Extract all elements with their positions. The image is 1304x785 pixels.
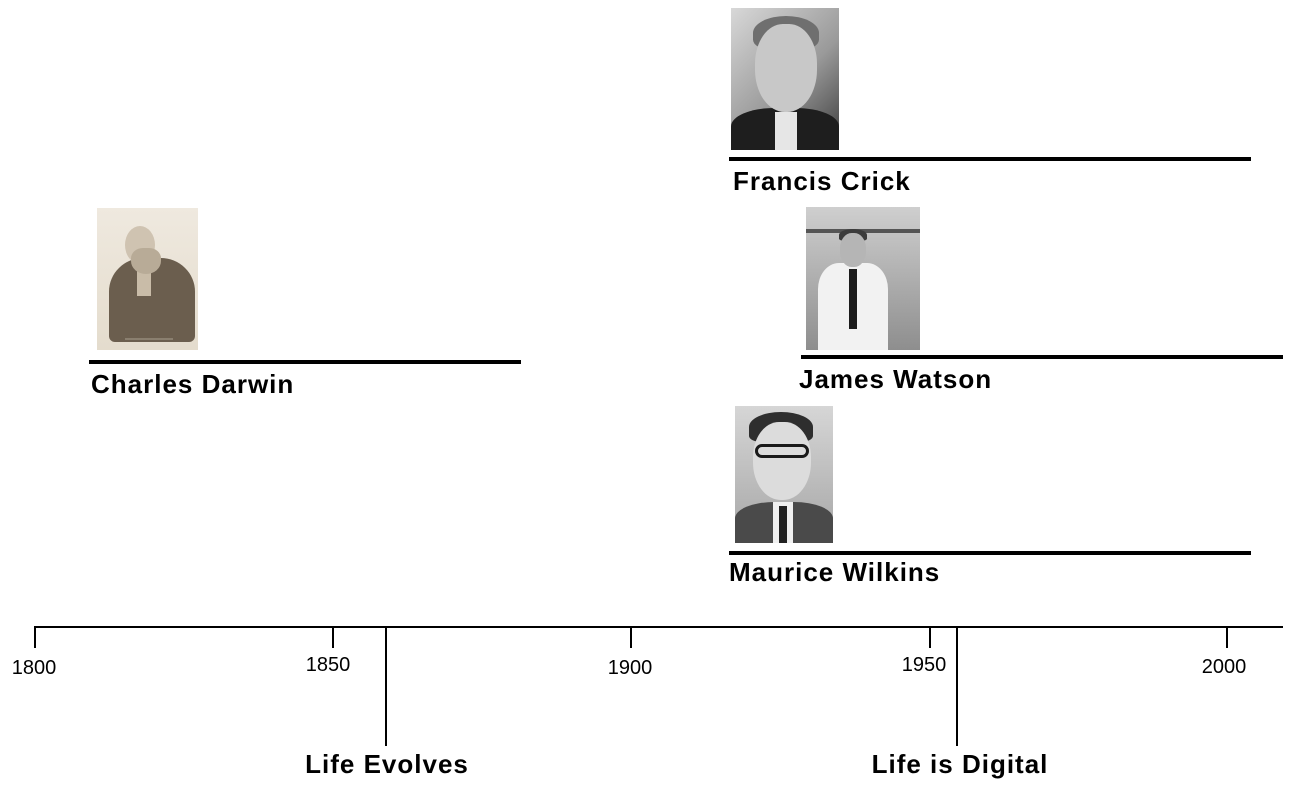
name-label-darwin: Charles Darwin xyxy=(91,369,295,399)
event-label-life-is-digital: Life is Digital xyxy=(871,749,1049,779)
axis-tick-label-2000: 2000 xyxy=(1201,656,1247,678)
axis-tick-1950 xyxy=(929,626,931,648)
darwin-portrait xyxy=(97,208,198,350)
lifespan-bar-crick xyxy=(729,157,1251,161)
event-marker-life-evolves xyxy=(385,626,387,746)
lifespan-bar-watson xyxy=(801,355,1283,359)
axis-tick-label-1900: 1900 xyxy=(607,657,653,679)
name-label-wilkins: Maurice Wilkins xyxy=(729,557,941,587)
name-label-watson: James Watson xyxy=(799,364,993,394)
event-label-life-evolves: Life Evolves xyxy=(305,749,469,779)
lifespan-bar-darwin xyxy=(89,360,521,364)
axis-tick-label-1950: 1950 xyxy=(901,654,947,676)
axis-tick-1800 xyxy=(34,626,36,648)
watson-portrait xyxy=(806,207,920,350)
crick-portrait xyxy=(731,8,839,150)
axis-tick-2000 xyxy=(1226,626,1228,648)
axis-tick-label-1800: 1800 xyxy=(11,657,57,679)
axis-tick-1900 xyxy=(630,626,632,648)
timeline-axis xyxy=(34,626,1283,628)
event-marker-life-is-digital xyxy=(956,626,958,746)
axis-tick-label-1850: 1850 xyxy=(305,654,351,676)
wilkins-portrait xyxy=(735,406,833,543)
signature-mark xyxy=(125,338,173,340)
axis-tick-1850 xyxy=(332,626,334,648)
lifespan-bar-wilkins xyxy=(729,551,1251,555)
name-label-crick: Francis Crick xyxy=(733,166,911,196)
